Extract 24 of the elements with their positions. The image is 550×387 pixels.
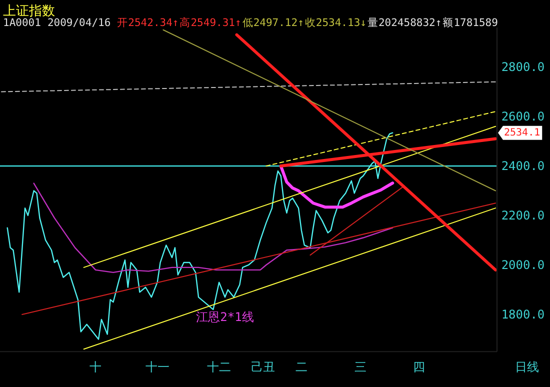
x-tick-label: 十一 [145, 360, 170, 374]
annotation: 量202458832↑ [367, 17, 442, 29]
annotation: 额1781589 [442, 16, 498, 29]
x-tick-label: 三 [354, 360, 366, 374]
annotation: 江恩2*1线 [196, 310, 254, 324]
y-tick-label: 2600.0 [501, 109, 545, 124]
annotation: 开2542.34↑ [117, 17, 179, 29]
text: 日线 [515, 360, 539, 374]
y-tick-label: 2800.0 [501, 60, 545, 74]
x-tick-label: 十二 [207, 360, 232, 374]
annotation: 高2549.31↑ [180, 16, 242, 29]
x-tick-label: 己丑 [251, 360, 276, 374]
x-tick-label: 四 [413, 360, 426, 374]
x-tick-label: 二 [295, 360, 308, 374]
y-tick-label: 2200.0 [501, 208, 545, 222]
annotation: 2009/04/16 [47, 17, 111, 29]
chart-title: 上证指数 [3, 4, 55, 19]
y-tick-label: 1800.0 [501, 307, 545, 322]
annotation: 低2497.12↑ [242, 17, 304, 29]
y-tick-label: 2000.0 [501, 258, 545, 272]
x-tick-label: 十 [90, 360, 102, 374]
y-tick-label: 2400.0 [501, 158, 545, 173]
annotation: 收2534.13↓ [304, 17, 366, 29]
annotation: 1A0001 [3, 17, 41, 29]
